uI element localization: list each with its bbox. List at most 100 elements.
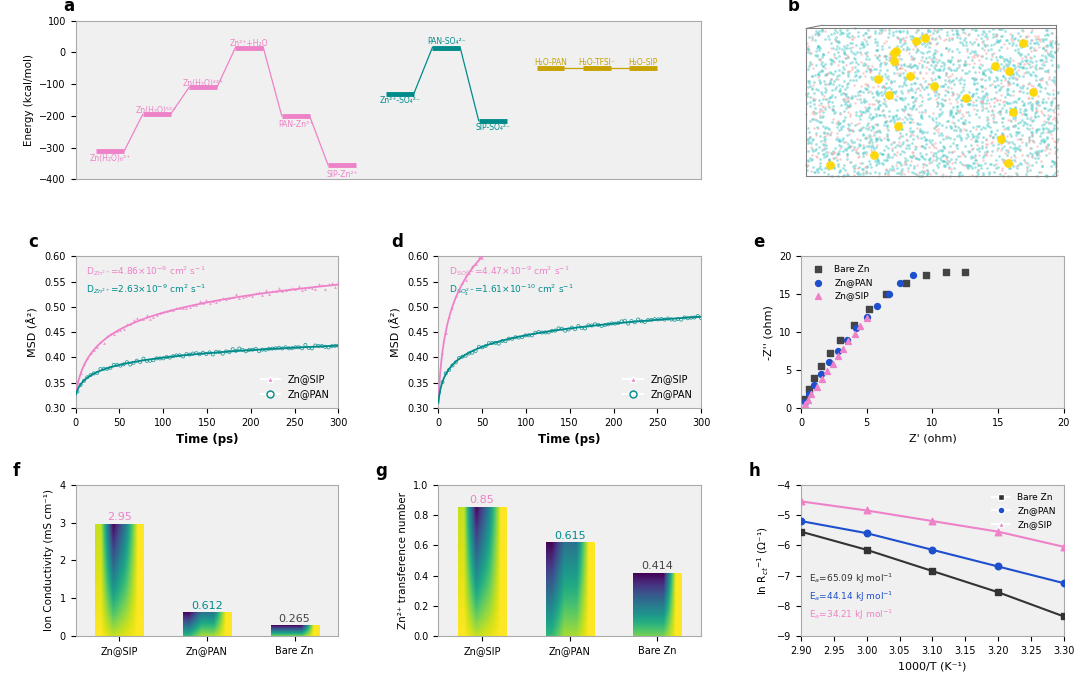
Point	[941, 62, 958, 73]
Point	[1022, 62, 1039, 73]
Point	[989, 143, 1007, 154]
Point	[829, 73, 847, 84]
Point	[596, 319, 613, 330]
Point	[999, 149, 1016, 160]
Point	[1040, 148, 1057, 159]
Point	[838, 130, 855, 141]
Point	[977, 88, 995, 98]
Point	[943, 123, 960, 134]
Point	[995, 99, 1012, 110]
Point	[814, 49, 832, 60]
Point	[886, 56, 903, 67]
Point	[670, 313, 687, 324]
Point	[896, 38, 914, 49]
Point	[1002, 107, 1020, 118]
Point	[85, 345, 103, 356]
Point	[994, 31, 1011, 42]
Point	[973, 101, 990, 111]
Point	[983, 159, 1000, 170]
Point	[928, 46, 945, 57]
Point	[900, 60, 917, 71]
Point	[931, 30, 948, 41]
Point	[904, 116, 921, 127]
Point	[993, 112, 1010, 123]
Point	[804, 33, 821, 44]
Point	[1002, 64, 1020, 75]
Point	[1003, 136, 1021, 147]
Point	[1035, 133, 1052, 144]
Point	[854, 163, 872, 174]
Point	[556, 202, 573, 213]
Point	[948, 64, 966, 75]
Point	[1015, 117, 1032, 128]
Point	[463, 347, 481, 358]
Point	[936, 84, 954, 95]
Point	[108, 326, 125, 337]
Point	[946, 120, 963, 131]
Point	[831, 37, 848, 48]
Point	[849, 65, 866, 76]
Point	[855, 95, 873, 106]
Point	[964, 158, 982, 169]
Point	[880, 41, 897, 52]
Point	[866, 25, 883, 36]
Point	[254, 289, 271, 300]
Point	[866, 118, 883, 129]
Point	[1023, 83, 1040, 94]
Point	[824, 103, 841, 114]
Point	[969, 129, 986, 140]
Point	[950, 60, 968, 70]
Point	[1040, 125, 1057, 136]
Point	[959, 163, 976, 174]
Point	[82, 347, 99, 358]
Point	[974, 168, 991, 179]
Point	[877, 116, 894, 127]
Point	[823, 57, 840, 68]
Point	[914, 128, 931, 139]
Point	[858, 47, 875, 58]
Point	[957, 56, 974, 67]
Point	[806, 49, 823, 60]
Point	[984, 31, 1001, 42]
Point	[859, 84, 876, 95]
Point	[835, 64, 852, 75]
Point	[826, 66, 843, 77]
Point	[841, 38, 859, 49]
Point	[867, 160, 885, 171]
Point	[811, 95, 828, 106]
Point	[814, 102, 832, 113]
Point	[964, 143, 982, 154]
Point	[959, 93, 976, 104]
Point	[888, 90, 905, 101]
Point	[543, 326, 561, 337]
Point	[960, 66, 977, 77]
Point	[867, 94, 885, 105]
Point	[932, 98, 949, 109]
Point	[460, 267, 477, 278]
Point	[971, 96, 988, 107]
Point	[670, 172, 687, 183]
Point	[813, 105, 831, 116]
Point	[820, 31, 837, 42]
Point	[494, 235, 511, 246]
Point	[833, 100, 850, 111]
Point	[885, 112, 902, 123]
Point	[1036, 44, 1053, 55]
Point	[894, 94, 912, 105]
Point	[927, 167, 944, 178]
Point	[912, 125, 929, 136]
Point	[955, 123, 972, 134]
Point	[798, 38, 815, 49]
Point	[841, 140, 859, 151]
Point	[845, 126, 862, 137]
Point	[951, 166, 969, 177]
Point	[966, 47, 983, 57]
Point	[991, 94, 1009, 105]
Point	[977, 47, 995, 58]
Point	[809, 116, 826, 127]
Point	[826, 27, 843, 38]
Point	[1010, 92, 1027, 103]
Point	[891, 49, 908, 60]
Point	[204, 349, 221, 360]
Point	[921, 38, 939, 49]
